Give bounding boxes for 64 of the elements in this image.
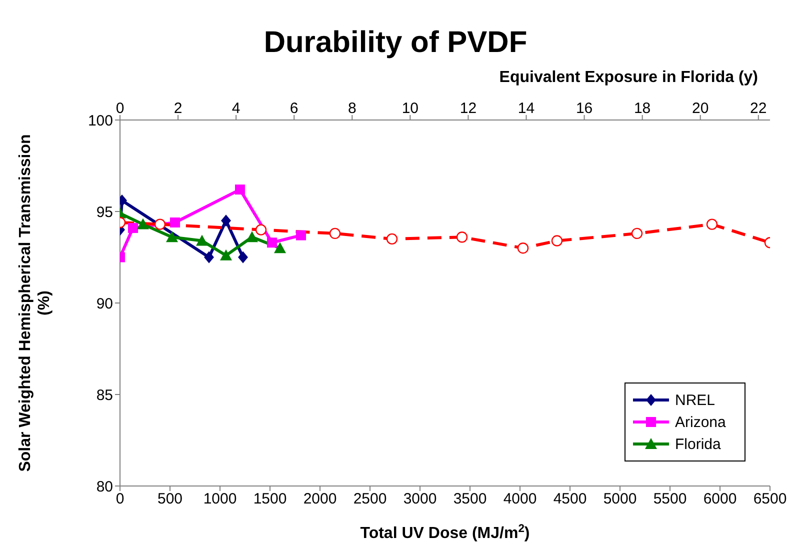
point — [706, 218, 718, 230]
x-tick-label: 5500 — [653, 490, 687, 508]
point — [246, 231, 258, 242]
point — [329, 228, 341, 240]
x-tick-label: 4000 — [503, 490, 537, 508]
legend-label: Florida — [675, 436, 722, 453]
x-tick-label: 500 — [157, 490, 183, 508]
point — [238, 251, 248, 264]
x-tick-label: 2500 — [353, 490, 387, 508]
legend-label: NREL — [675, 392, 716, 409]
point — [196, 234, 208, 246]
point — [166, 231, 178, 242]
point — [456, 232, 468, 243]
x2-tick-label: 2 — [174, 100, 182, 117]
x-tick-label: 1000 — [203, 490, 237, 508]
x2-tick-label: 10 — [402, 100, 419, 117]
y-tick-label: 85 — [96, 386, 113, 404]
y-tick-label: 100 — [88, 112, 113, 130]
point — [274, 242, 286, 254]
point — [154, 218, 166, 230]
point — [267, 238, 277, 248]
point — [255, 224, 267, 236]
x2-axis-title: Equivalent Exposure in Florida (y) — [499, 69, 758, 86]
x2-tick-label: 0 — [116, 100, 124, 117]
point — [221, 214, 231, 227]
x2-tick-label: 22 — [750, 100, 767, 117]
x2-tick-label: 8 — [348, 100, 356, 117]
point — [551, 235, 563, 246]
point — [220, 249, 232, 260]
x-axis-title: Total UV Dose (MJ/m$^{2}$) — [360, 523, 530, 542]
legend-key: Arizona — [633, 414, 726, 431]
point — [235, 184, 245, 195]
x-tick-label: 6500 — [753, 490, 787, 508]
x2-tick-label: 14 — [518, 100, 535, 117]
legend-key: Florida — [633, 436, 721, 453]
y-tick-label: 90 — [96, 295, 113, 312]
x2-tick-label: 4 — [232, 100, 240, 117]
x-tick-label: 5000 — [603, 490, 637, 508]
chart-title: Durability of PVDF — [264, 26, 528, 59]
x-tick-label: 3500 — [453, 490, 487, 508]
point — [137, 218, 149, 230]
point — [386, 233, 398, 245]
x2-tick-label: 18 — [634, 100, 651, 117]
x2-tick-label: 6 — [290, 100, 298, 117]
x2-tick-label: 20 — [692, 100, 709, 117]
x-tick-label: 4500 — [553, 490, 587, 508]
y-axis-title: Solar Weighted Hemispherical Transmission (%) — [17, 134, 53, 472]
x2-tick-label: 12 — [460, 100, 477, 117]
x-tick-label: 1500 — [253, 490, 287, 508]
x-tick-label: 6000 — [703, 490, 737, 508]
point — [204, 251, 214, 264]
x2-tick-label: 16 — [576, 100, 593, 117]
y-tick-label: 80 — [96, 478, 113, 496]
point — [296, 230, 306, 240]
point — [517, 242, 529, 254]
legend-key: NREL — [633, 392, 716, 409]
x-tick-label: 3000 — [403, 490, 437, 508]
point — [631, 228, 643, 240]
y-tick-label: 95 — [96, 204, 113, 221]
x-tick-label: 2000 — [303, 490, 337, 508]
point — [170, 217, 180, 228]
x-tick-label: 0 — [116, 490, 124, 508]
point — [128, 222, 138, 233]
legend-label: Arizona — [675, 414, 727, 431]
